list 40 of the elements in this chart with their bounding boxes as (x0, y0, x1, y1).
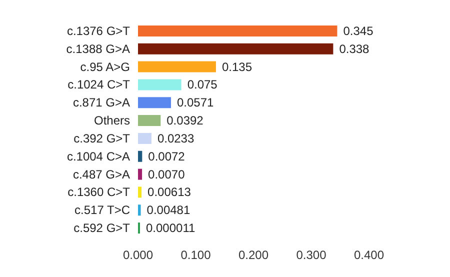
y-tick-label: c.592 G>T (74, 221, 131, 236)
bar (138, 204, 141, 216)
data-label: 0.0392 (166, 114, 204, 128)
data-label: 0.0233 (157, 131, 194, 146)
bar (138, 150, 142, 162)
y-tick-label: c.487 G>A (72, 167, 130, 182)
bar (138, 43, 334, 54)
y-tick-label: c.1004 C>A (66, 149, 130, 164)
y-tick-label: c.392 G>T (74, 131, 131, 146)
data-label: 0.0072 (148, 149, 186, 164)
x-tick-label: 0.100 (180, 248, 212, 262)
x-tick-label: 0.300 (296, 248, 327, 262)
bar (138, 132, 152, 144)
y-tick-label: c.95 A>G (80, 60, 130, 74)
data-label: 0.338 (339, 42, 370, 56)
data-label: 0.075 (187, 78, 218, 92)
y-tick-label: Others (94, 114, 130, 128)
bar (138, 61, 216, 72)
bar (138, 115, 161, 126)
x-tick-label: 0.000 (122, 248, 154, 262)
data-label: 0.000011 (146, 221, 196, 236)
x-tick-label: 0.200 (238, 248, 269, 262)
data-label: 0.0571 (176, 96, 214, 110)
y-tick-label: c.1024 C>T (68, 78, 131, 92)
bar (138, 97, 171, 108)
y-tick-label: c.517 T>C (74, 203, 130, 218)
bar (138, 186, 142, 198)
y-tick-label: c.1360 C>T (68, 185, 131, 200)
data-label: 0.00481 (146, 203, 190, 218)
data-label: 0.345 (343, 24, 374, 38)
data-label: 0.135 (222, 60, 252, 74)
y-tick-label: c.1388 G>A (66, 42, 130, 56)
bar (138, 25, 338, 36)
data-label: 0.0070 (148, 167, 186, 182)
data-label: 0.00613 (148, 185, 192, 200)
y-tick-label: c.871 G>A (72, 96, 130, 110)
x-tick-label: 0.400 (354, 248, 384, 262)
y-tick-label: c.1376 G>T (66, 24, 131, 38)
bar (138, 168, 142, 180)
bar (138, 79, 182, 90)
